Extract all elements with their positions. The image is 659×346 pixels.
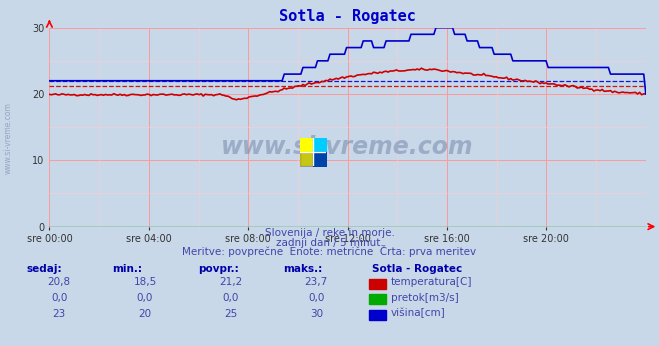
Text: sedaj:: sedaj:	[26, 264, 62, 274]
Text: 20,8: 20,8	[47, 277, 71, 288]
Text: 21,2: 21,2	[219, 277, 243, 288]
Text: www.si-vreme.com: www.si-vreme.com	[3, 102, 13, 174]
Text: pretok[m3/s]: pretok[m3/s]	[391, 293, 459, 303]
Text: 23,7: 23,7	[304, 277, 328, 288]
Text: 0,0: 0,0	[137, 293, 153, 303]
Text: www.si-vreme.com: www.si-vreme.com	[221, 135, 474, 159]
Text: Meritve: povprečne  Enote: metrične  Črta: prva meritev: Meritve: povprečne Enote: metrične Črta:…	[183, 245, 476, 257]
Text: 0,0: 0,0	[51, 293, 67, 303]
Text: povpr.:: povpr.:	[198, 264, 239, 274]
Text: 23: 23	[53, 309, 66, 319]
Text: temperatura[C]: temperatura[C]	[391, 277, 473, 288]
Text: Sotla - Rogatec: Sotla - Rogatec	[372, 264, 463, 274]
Text: 0,0: 0,0	[308, 293, 324, 303]
Title: Sotla - Rogatec: Sotla - Rogatec	[279, 9, 416, 24]
Text: 30: 30	[310, 309, 323, 319]
Text: Slovenija / reke in morje.: Slovenija / reke in morje.	[264, 228, 395, 238]
Text: 0,0: 0,0	[223, 293, 239, 303]
Text: min.:: min.:	[112, 264, 142, 274]
Text: višina[cm]: višina[cm]	[391, 308, 445, 319]
Text: zadnji dan / 5 minut.: zadnji dan / 5 minut.	[275, 238, 384, 248]
Text: 20: 20	[138, 309, 152, 319]
Text: maks.:: maks.:	[283, 264, 323, 274]
Text: 25: 25	[224, 309, 237, 319]
Text: 18,5: 18,5	[133, 277, 157, 288]
